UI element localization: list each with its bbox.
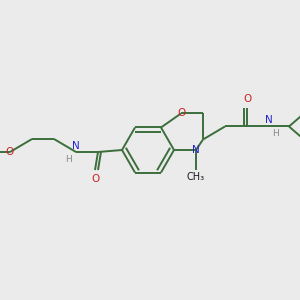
Text: O: O [243,94,251,104]
Text: O: O [91,174,99,184]
Text: N: N [192,145,200,155]
Text: N: N [72,141,80,151]
Text: O: O [177,109,185,118]
Text: H: H [272,130,279,139]
Text: CH₃: CH₃ [187,172,205,182]
Text: O: O [6,147,14,157]
Text: H: H [65,155,72,164]
Text: N: N [265,116,273,125]
